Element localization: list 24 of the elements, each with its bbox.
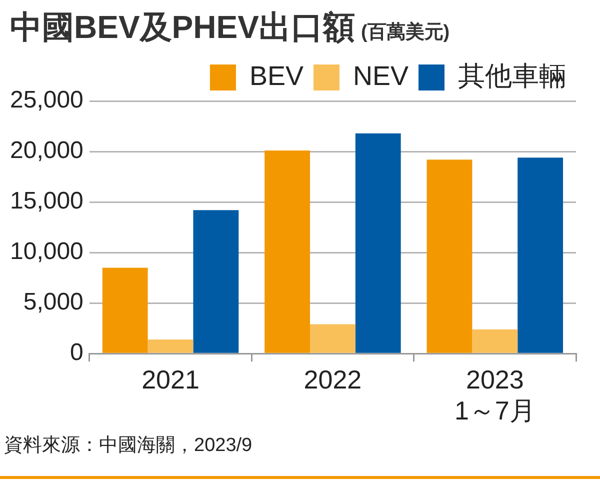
chart-title: 中國BEV及PHEV出口額 xyxy=(10,9,355,45)
y-tick-label: 25,000 xyxy=(10,86,84,114)
bar xyxy=(148,339,194,353)
y-tick-label: 20,000 xyxy=(10,137,84,164)
bar xyxy=(426,160,472,353)
bar xyxy=(102,268,148,353)
bar xyxy=(193,210,239,353)
y-tick-label: 5,000 xyxy=(23,288,84,316)
bar xyxy=(310,324,356,353)
legend-label: BEV xyxy=(249,60,304,91)
source-note: 資料來源：中國海關，2023/9 xyxy=(3,434,254,458)
x-tick-label: 2022 xyxy=(304,364,362,394)
y-tick-label: 15,000 xyxy=(10,188,84,215)
bar xyxy=(472,329,518,353)
y-tick-label: 0 xyxy=(70,339,84,366)
x-tick-label: 2021 xyxy=(142,364,200,394)
bar xyxy=(264,150,310,353)
chart-subtitle: (百萬美元) xyxy=(360,22,450,43)
y-tick-label: 10,000 xyxy=(10,238,84,266)
bar xyxy=(518,158,564,353)
legend-label: 其他車輛 xyxy=(458,60,566,91)
x-tick-label: 2023 1～7月 xyxy=(454,364,536,426)
bar xyxy=(355,133,401,353)
legend-label: NEV xyxy=(352,60,409,91)
